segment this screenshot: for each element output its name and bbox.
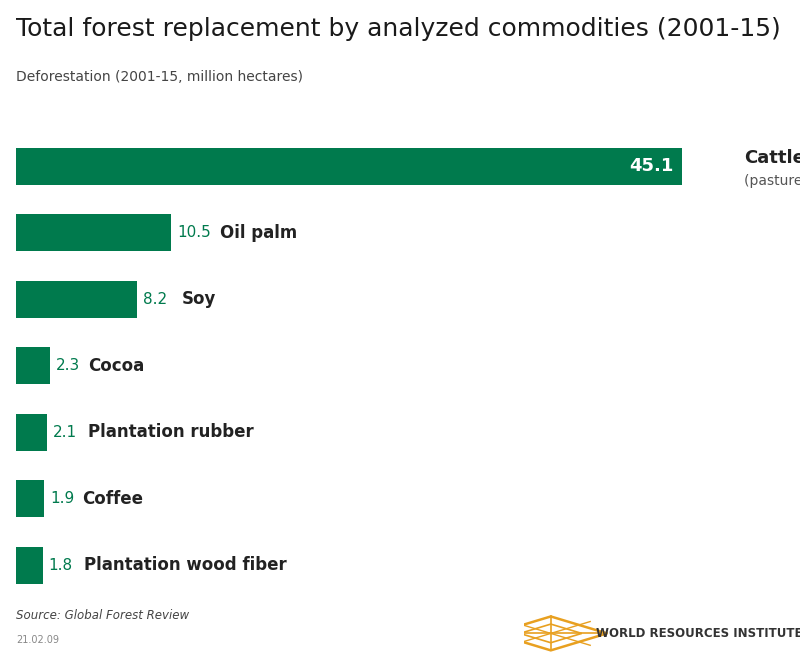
- Text: 2.1: 2.1: [53, 425, 77, 440]
- Text: 2.3: 2.3: [56, 358, 80, 373]
- Bar: [16, 347, 50, 384]
- Text: 8.2: 8.2: [143, 292, 167, 307]
- Text: 1.8: 1.8: [49, 558, 73, 573]
- Text: Plantation wood fiber: Plantation wood fiber: [84, 556, 286, 575]
- Bar: [16, 480, 44, 517]
- Text: Oil palm: Oil palm: [220, 223, 297, 242]
- Text: 21.02.09: 21.02.09: [16, 635, 59, 645]
- Text: GLOBAL
FOREST
WATCH: GLOBAL FOREST WATCH: [468, 615, 512, 649]
- Bar: [16, 547, 42, 584]
- Text: Coffee: Coffee: [82, 489, 143, 508]
- Text: Cattle: Cattle: [744, 148, 800, 167]
- Text: 10.5: 10.5: [177, 225, 210, 240]
- Text: 1.9: 1.9: [50, 491, 74, 506]
- Text: Plantation rubber: Plantation rubber: [88, 423, 254, 442]
- Text: Total forest replacement by analyzed commodities (2001-15): Total forest replacement by analyzed com…: [16, 17, 781, 41]
- Text: 45.1: 45.1: [629, 157, 674, 176]
- Text: Deforestation (2001-15, million hectares): Deforestation (2001-15, million hectares…: [16, 70, 303, 84]
- Text: Source: Global Forest Review: Source: Global Forest Review: [16, 608, 189, 622]
- Text: (pasture as land use): (pasture as land use): [744, 174, 800, 188]
- Text: Cocoa: Cocoa: [88, 356, 145, 375]
- Text: WORLD RESOURCES INSTITUTE: WORLD RESOURCES INSTITUTE: [596, 627, 800, 640]
- Bar: [16, 148, 682, 184]
- Bar: [16, 281, 137, 318]
- Text: Soy: Soy: [182, 290, 216, 309]
- Bar: [16, 214, 171, 251]
- Bar: [16, 414, 47, 451]
